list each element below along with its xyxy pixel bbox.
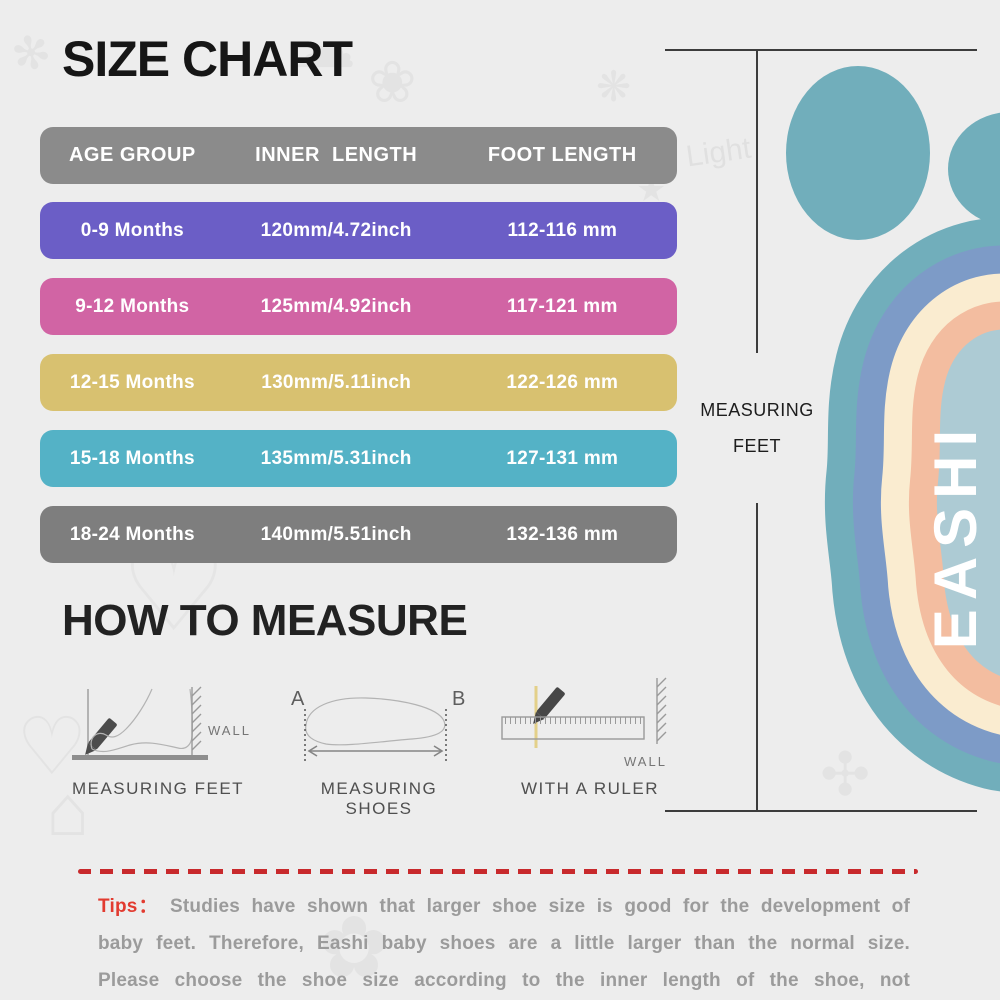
frame-line-bottom (665, 810, 977, 812)
cell-foot-length: 127-131 mm (506, 447, 619, 469)
table-row: 9-12 Months 125mm/4.92inch 117-121 mm (40, 278, 677, 335)
cell-inner-length: 135mm/5.31inch (260, 447, 412, 469)
diagram-caption: MEASURING FEET (71, 779, 245, 798)
cell-age-group: 15-18 Months (69, 447, 195, 469)
cell-inner-length: 125mm/4.92inch (260, 295, 412, 317)
flower-doodle-icon: ✿ (318, 900, 391, 996)
cell-foot-length: 112-116 mm (507, 219, 618, 241)
foot-sole-rings (824, 217, 1000, 791)
measuring-shoes-illustration: A B (291, 688, 465, 761)
tips-text: Studies have shown that larger shoe size… (98, 896, 910, 991)
how-to-measure-title: HOW TO MEASURE (62, 596, 468, 645)
table-row: 18-24 Months 140mm/5.51inch 132-136 mm (40, 506, 677, 563)
size-table: AGE GROUP INNER LENGTH FOOT LENGTH 0-9 M… (40, 127, 677, 582)
shoe-sole-outline (305, 697, 446, 746)
baby-footprint-graphic (786, 66, 1000, 791)
gear-doodle-icon: ❋ (596, 63, 632, 110)
cell-age-group: 0-9 Months (80, 219, 184, 241)
point-b-label: B (452, 688, 465, 710)
length-arrow (307, 745, 444, 757)
brand-logo-text: EASHI (922, 420, 989, 650)
tips-paragraph: Tips： Studies have shown that larger sho… (98, 888, 910, 1000)
ruler-body (501, 716, 645, 740)
cloud-doodle-icon: ☁ (292, 9, 356, 81)
sparkle-doodle-icon: ✻ (5, 22, 57, 84)
heart-doodle-icon: ♡ (16, 702, 88, 791)
sole-center (936, 329, 1000, 676)
tips-label: Tips： (98, 896, 159, 917)
ruler-illustration: WALL (501, 677, 667, 769)
flower-doodle-icon: ❀ (368, 50, 417, 115)
side-label-line2: FEET (732, 436, 781, 456)
diagram-caption: WITH A RULER (521, 779, 659, 798)
cell-inner-length: 120mm/4.72inch (260, 219, 412, 241)
side-panel-label: MEASURING FEET (680, 400, 834, 472)
big-toe-shape (786, 66, 930, 240)
wall-label: WALL (208, 723, 251, 738)
diagram-caption: MEASURING SHOES (320, 779, 438, 818)
table-header-row: AGE GROUP INNER LENGTH FOOT LENGTH (40, 127, 677, 184)
header-inner-length: INNER LENGTH (255, 144, 418, 166)
cell-foot-length: 122-126 mm (506, 371, 619, 393)
wall-hatching (191, 686, 202, 751)
frame-line-top (665, 49, 977, 51)
table-row: 12-15 Months 130mm/5.11inch 122-126 mm (40, 354, 677, 411)
header-foot-length: FOOT LENGTH (487, 144, 637, 166)
foot-profile-drawing (90, 688, 193, 753)
side-label-line1: MEASURING (700, 400, 814, 420)
wall-hatching (656, 677, 667, 742)
point-a-label: A (291, 688, 305, 710)
diagram-measuring-feet: WALL MEASURING FEET (52, 683, 264, 799)
page-title: SIZE CHART (62, 31, 353, 87)
floor-line (72, 755, 208, 760)
cell-foot-length: 132-136 mm (506, 523, 619, 545)
cell-foot-length: 117-121 mm (506, 295, 618, 317)
diagram-with-a-ruler: WALL WITH A RULER (494, 672, 686, 799)
table-row: 15-18 Months 135mm/5.31inch 127-131 mm (40, 430, 677, 487)
diagram-measuring-shoes: A B MEASURING SHOES (288, 683, 470, 819)
second-toe-shape (948, 112, 1000, 226)
cell-inner-length: 130mm/5.11inch (261, 371, 412, 393)
cell-age-group: 9-12 Months (75, 295, 190, 317)
house-doodle-icon: ⌂ (46, 771, 90, 851)
frame-line-vertical-lower (756, 503, 758, 811)
pencil-icon (85, 718, 117, 755)
butterfly-doodle-icon: ✣ (820, 741, 871, 808)
cell-age-group: 18-24 Months (69, 523, 195, 545)
wall-label: WALL (624, 754, 667, 769)
table-row: 0-9 Months 120mm/4.72inch 112-116 mm (40, 202, 677, 259)
frame-line-vertical-upper (756, 49, 758, 353)
header-age-group: AGE GROUP (68, 144, 196, 166)
dashed-divider (78, 869, 918, 874)
cell-age-group: 12-15 Months (69, 371, 195, 393)
cell-inner-length: 140mm/5.51inch (260, 523, 412, 545)
measuring-feet-illustration: WALL (72, 686, 251, 760)
